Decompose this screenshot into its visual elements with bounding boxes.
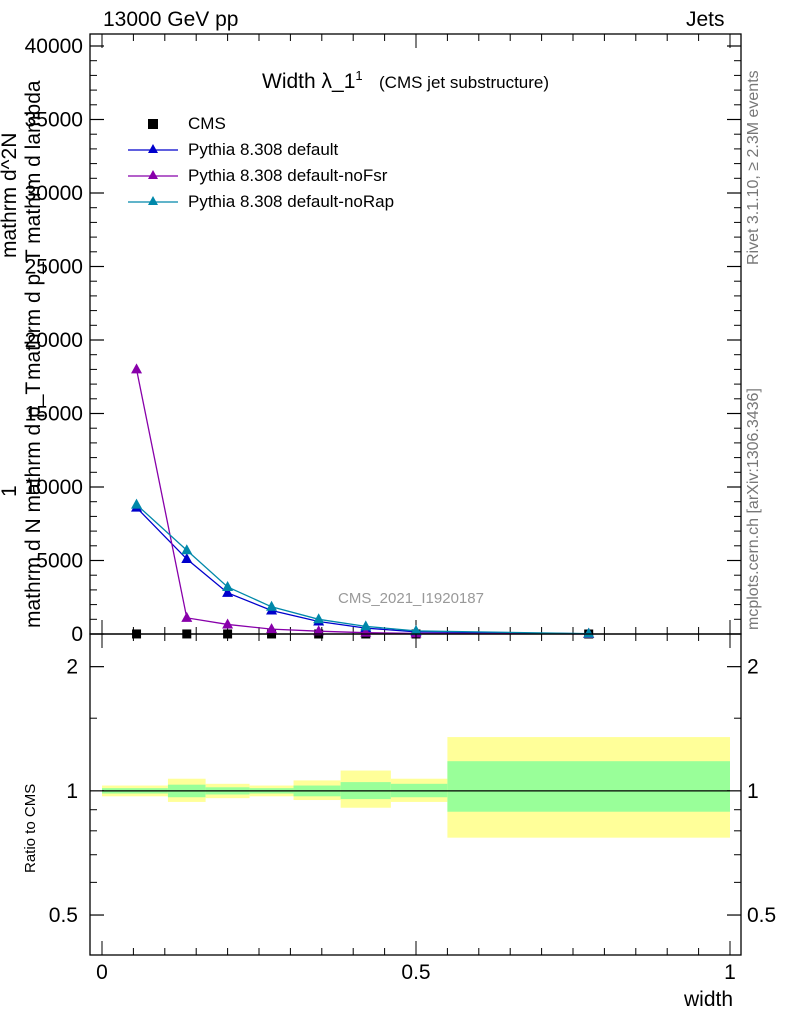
point-default <box>222 586 234 597</box>
header-process-label: 13000 GeV pp <box>103 8 239 31</box>
legend-marker-nofsr <box>128 170 178 179</box>
ratio-xtick-label-0: 0 <box>96 961 108 984</box>
point-nofsr <box>181 611 193 622</box>
legend-label-cms: CMS <box>188 114 226 133</box>
ratio-ytick-label-right-1: 1 <box>747 780 759 803</box>
point-norap <box>222 580 234 591</box>
chart-subtitle: (CMS jet substructure) <box>379 73 550 92</box>
analysis-watermark: CMS_2021_I1920187 <box>338 590 484 607</box>
x-axis-title: width <box>684 988 734 1011</box>
legend-label-norap: Pythia 8.308 default-noRap <box>188 192 395 211</box>
series-line-nofsr <box>135 369 589 635</box>
header-category-label: Jets <box>686 8 725 31</box>
ratio-stat-band-7 <box>447 761 730 812</box>
main-ytick-label-7: 35000 <box>25 109 83 132</box>
legend: CMS Pythia 8.308 default Pythia 8.308 de… <box>122 112 452 220</box>
main-ytick-label-5: 25000 <box>25 256 83 279</box>
legend-marker-norap <box>128 196 178 205</box>
point-norap <box>266 600 278 611</box>
point-nofsr <box>222 618 234 629</box>
main-ytick-label-0: 0 <box>71 623 83 646</box>
ratio-ytick-label-right-2: 2 <box>747 656 759 679</box>
point-nofsr <box>313 625 325 636</box>
legend-label-nofsr: Pythia 8.308 default-noFsr <box>188 166 388 185</box>
point-default <box>181 553 193 564</box>
ratio-ytick-label-2: 2 <box>66 656 78 679</box>
ratio-xtick-label-1: 0.5 <box>401 961 430 984</box>
main-ytick-label-8: 40000 <box>25 35 83 58</box>
point-norap <box>131 498 143 509</box>
legend-marker-cms <box>148 119 158 129</box>
main-ytick-label-3: 15000 <box>25 403 83 426</box>
point-norap <box>313 613 325 624</box>
legend-label-default: Pythia 8.308 default <box>188 140 339 159</box>
point-norap <box>181 544 193 555</box>
chart-title: Width λ_11 <box>262 68 363 94</box>
ratio-ytick-label-1: 1 <box>66 780 78 803</box>
series-line-default <box>136 507 589 635</box>
ratio-ytick-label-0: 0.5 <box>49 904 78 927</box>
main-ytick-label-6: 30000 <box>25 182 83 205</box>
main-plot: 0 5000 10000 15000 20000 25000 30000 35000 40000 <box>25 33 742 646</box>
chart-title-text: Width λ_1 <box>262 70 356 93</box>
series-line-norap <box>136 504 589 635</box>
point-norap <box>360 620 372 631</box>
chart-title-sup: 1 <box>355 68 363 83</box>
main-ytick-label-4: 20000 <box>25 329 83 352</box>
main-ytick-label-1: 5000 <box>36 550 83 573</box>
point-norap <box>583 627 595 638</box>
point-nofsr <box>266 623 278 634</box>
ratio-xtick-label-2: 1 <box>724 961 736 984</box>
ratio-ytick-label-right-0: 0.5 <box>747 904 776 927</box>
ratio-plot: 0 0.5 1 0.5 0.5 1 1 2 2 <box>49 633 776 984</box>
legend-marker-default <box>128 144 178 153</box>
main-ytick-label-2: 10000 <box>25 476 83 499</box>
point-nofsr <box>131 363 143 374</box>
point-norap <box>410 624 422 635</box>
